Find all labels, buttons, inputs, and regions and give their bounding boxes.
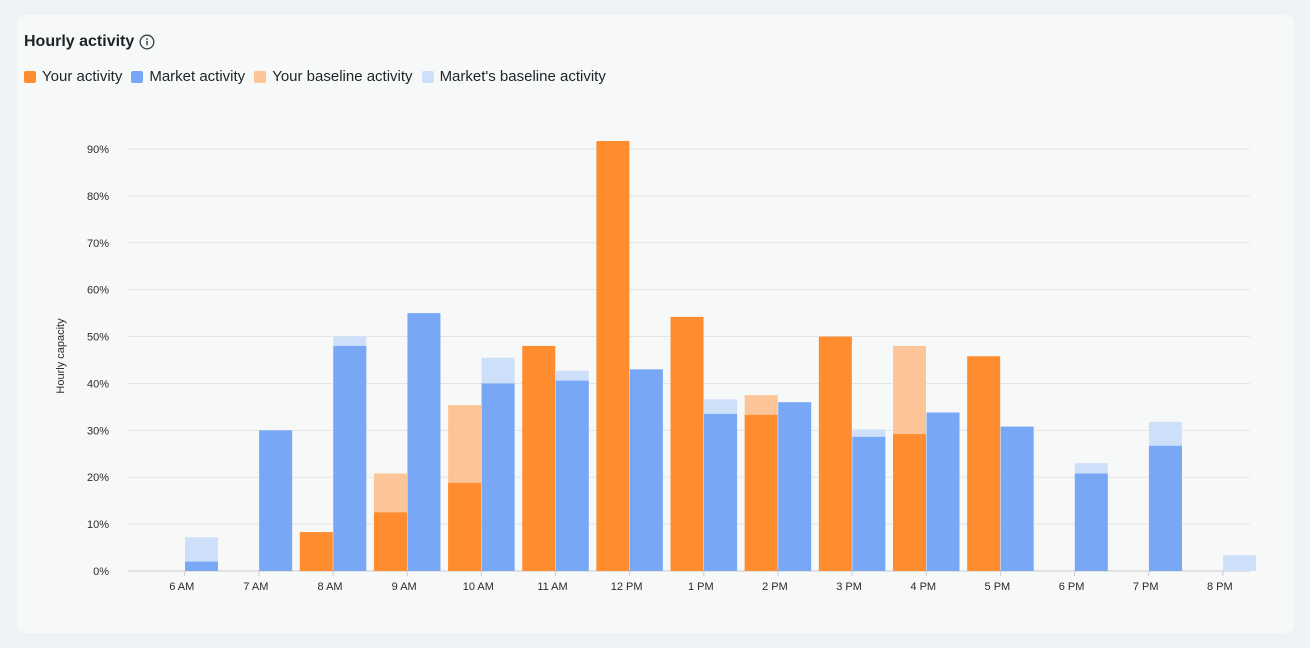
- legend-swatch: [421, 70, 434, 83]
- legend-label: Market activity: [149, 68, 246, 85]
- y-tick-label: 0%: [93, 566, 109, 578]
- bar-market-activity[interactable]: [704, 413, 738, 571]
- x-tick-label: 1 PM: [688, 581, 714, 593]
- legend-swatch: [131, 70, 144, 83]
- legend-item-your-activity[interactable]: Your activity: [24, 68, 122, 85]
- x-tick-label: 7 PM: [1133, 581, 1159, 593]
- x-tick-label: 6 AM: [169, 581, 194, 593]
- bar-market-activity[interactable]: [407, 313, 441, 571]
- x-tick-label: 5 PM: [985, 581, 1011, 593]
- bar-market-activity[interactable]: [629, 369, 663, 571]
- y-tick-label: 30%: [87, 425, 109, 437]
- legend-item-market-baseline[interactable]: Market's baseline activity: [421, 68, 606, 85]
- info-icon[interactable]: [139, 34, 155, 50]
- bar-market-activity[interactable]: [926, 412, 960, 571]
- x-tick-label: 9 AM: [392, 581, 417, 593]
- chart-legend: Your activity Market activity Your basel…: [24, 68, 615, 85]
- bar-your-activity[interactable]: [893, 434, 926, 571]
- bar-your-activity[interactable]: [818, 336, 852, 571]
- y-axis-title: Hourly capacity: [55, 318, 67, 394]
- legend-label: Your baseline activity: [272, 68, 413, 85]
- x-tick-label: 6 PM: [1059, 581, 1085, 593]
- x-tick-label: 8 AM: [318, 581, 343, 593]
- y-tick-label: 20%: [87, 472, 109, 484]
- bar-market-activity[interactable]: [259, 430, 293, 571]
- legend-label: Market's baseline activity: [439, 68, 606, 85]
- bar-market-activity[interactable]: [1074, 473, 1108, 571]
- x-tick-label: 4 PM: [910, 581, 936, 593]
- bar-market-activity[interactable]: [1000, 426, 1034, 571]
- bar-market-activity[interactable]: [555, 380, 589, 571]
- y-tick-label: 90%: [87, 144, 109, 156]
- legend-item-your-baseline[interactable]: Your baseline activity: [254, 68, 413, 85]
- bar-your-activity[interactable]: [522, 345, 556, 571]
- x-tick-label: 8 PM: [1207, 581, 1233, 593]
- x-tick-label: 10 AM: [463, 581, 494, 593]
- y-tick-label: 80%: [87, 191, 109, 203]
- bar-market-baseline[interactable]: [1223, 555, 1257, 571]
- x-tick-label: 3 PM: [836, 581, 862, 593]
- chart-bars: [185, 141, 1257, 572]
- bar-market-activity[interactable]: [333, 345, 367, 571]
- x-tick-label: 11 AM: [537, 581, 567, 593]
- bar-your-activity[interactable]: [448, 482, 482, 571]
- y-tick-label: 50%: [87, 332, 109, 344]
- bar-your-activity[interactable]: [596, 141, 630, 572]
- card-title: Hourly activity: [24, 33, 135, 50]
- card-header: Hourly activity: [24, 33, 155, 51]
- bar-market-activity[interactable]: [185, 561, 218, 571]
- x-axis-ticks: 6 AM 7 AM 8 AM 9 AM 10 AM 11 AM 12 PM 1 PM 2 PM 3…: [169, 571, 1233, 593]
- legend-item-market-activity[interactable]: Market activity: [131, 68, 245, 85]
- bar-market-activity[interactable]: [852, 436, 886, 571]
- bar-market-activity[interactable]: [1148, 445, 1182, 571]
- bar-your-activity[interactable]: [744, 414, 778, 571]
- y-tick-label: 40%: [87, 378, 109, 390]
- x-tick-label: 12 PM: [611, 581, 643, 593]
- x-tick-label: 2 PM: [762, 581, 788, 593]
- x-tick-label: 7 AM: [243, 581, 268, 593]
- y-tick-label: 60%: [87, 285, 109, 297]
- bar-your-activity[interactable]: [967, 356, 1001, 571]
- bar-market-activity[interactable]: [481, 383, 515, 571]
- y-axis-ticks: 0% 10% 20% 30% 40% 50% 60% 70% 80% 90%: [87, 144, 109, 578]
- bar-your-activity[interactable]: [670, 316, 704, 571]
- bar-your-activity[interactable]: [299, 532, 333, 571]
- bar-your-activity[interactable]: [373, 512, 407, 571]
- legend-swatch: [24, 70, 36, 83]
- bar-market-activity[interactable]: [778, 402, 812, 571]
- legend-label: Your activity: [42, 68, 123, 85]
- legend-swatch: [254, 70, 267, 83]
- y-tick-label: 10%: [87, 519, 109, 531]
- y-tick-label: 70%: [87, 238, 109, 250]
